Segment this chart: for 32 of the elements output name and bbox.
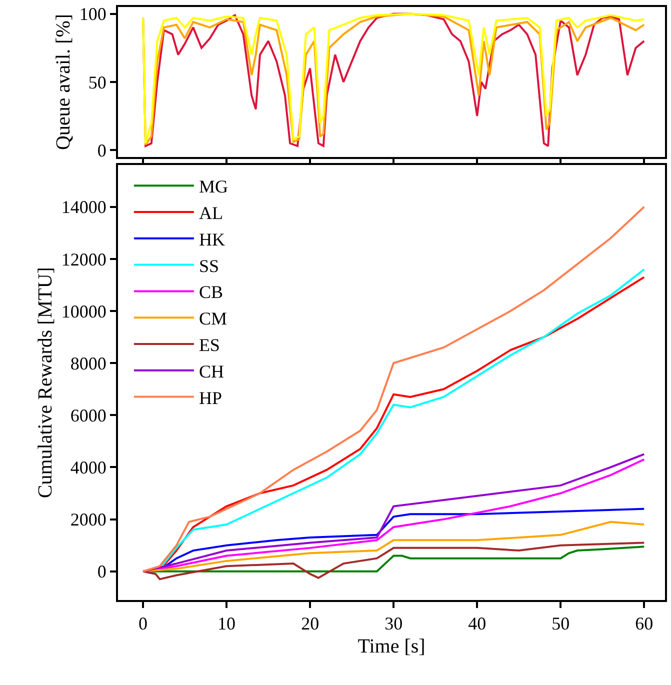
legend-label: HK [198,229,225,250]
line-series [142,206,646,572]
y-tick-label: 8000 [70,353,106,374]
y-tick-label: 0 [97,562,106,582]
legend-label: MG [198,176,228,197]
x-tick-label: 0 [138,614,148,634]
y-axis-title: Cumulative Rewards [MTU] [34,267,56,498]
y-axis-title: Queue avail. [%] [52,14,74,150]
x-axis-title: Time [s] [358,636,426,658]
y-tick-label: 6000 [70,405,106,426]
y-tick-label: 14000 [61,197,106,218]
y-tick-label: 50 [88,72,106,92]
legend-label: ES [198,335,220,356]
x-tick-label: 40 [468,614,486,634]
legend-label: CB [198,282,223,302]
y-tick-label: 4000 [70,458,106,478]
legend-label: HP [198,388,222,408]
y-tick-label: 10000 [61,301,106,322]
x-tick-label: 60 [635,614,654,634]
legend-label: CH [198,361,224,382]
y-tick-label: 100 [79,4,106,24]
y-tick-label: 2000 [70,510,106,530]
line-series [142,542,646,580]
x-tick-label: 10 [218,614,236,634]
y-tick-label: 0 [97,140,106,160]
x-tick-label: 30 [384,614,403,634]
legend-label: CM [198,308,227,329]
legend-label: AL [198,203,223,224]
x-tick-label: 20 [301,614,320,634]
y-tick-label: 12000 [61,249,106,270]
legend-label: SS [198,256,219,276]
x-tick-label: 50 [552,614,570,634]
